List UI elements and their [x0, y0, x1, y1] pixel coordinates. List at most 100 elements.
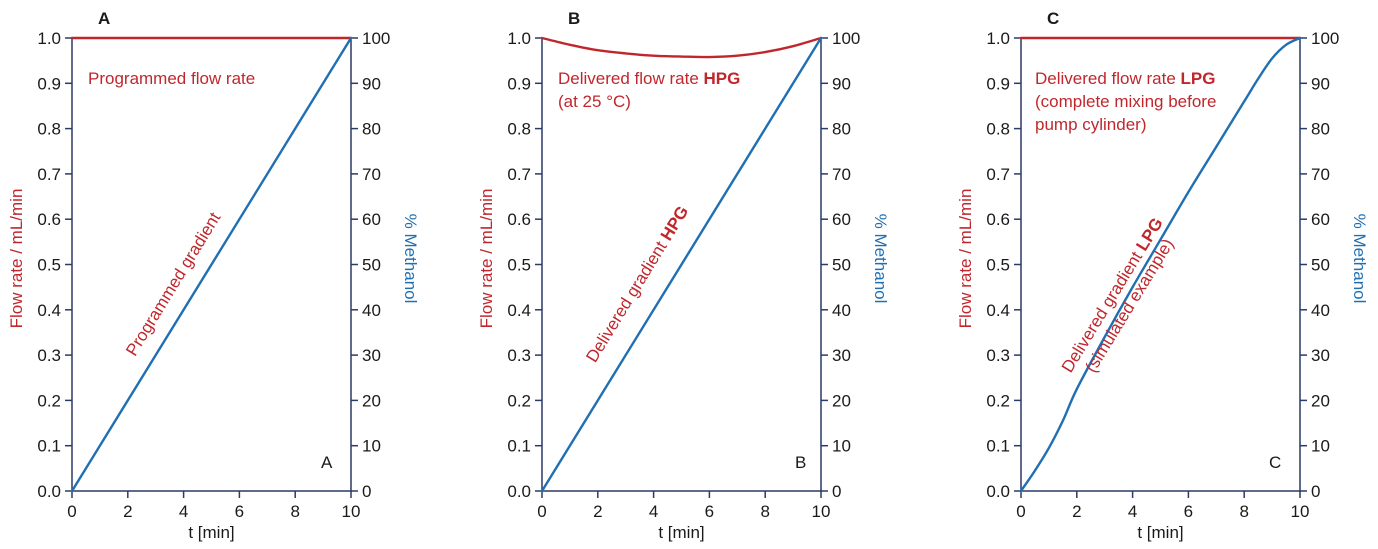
y-right-tick-label: 20 [362, 391, 381, 410]
y-right-tick-label: 10 [832, 437, 851, 456]
methanol-gradient-line [70, 36, 353, 493]
gradient-annotation: Delivered gradient LPG(simulated example… [1058, 214, 1178, 375]
y-left-tick-label: 0.5 [986, 256, 1010, 275]
gradient-annotation: Delivered gradient HPG [582, 203, 692, 366]
y-right-tick-label: 70 [1311, 165, 1330, 184]
y-left-tick-label: 1.0 [507, 29, 531, 48]
y-right-tick-label: 50 [1311, 256, 1330, 275]
y-left-tick-label: 0.6 [37, 210, 61, 229]
y-left-tick-label: 0.8 [986, 120, 1010, 139]
y-left-tick-label: 0.9 [986, 74, 1010, 93]
y-right-tick-label: 100 [832, 29, 860, 48]
y-left-tick-label: 0.4 [986, 301, 1010, 320]
x-tick-label: 6 [705, 502, 714, 521]
corner-label: A [321, 453, 333, 472]
y-right-tick-label: 80 [362, 120, 381, 139]
y-left-tick-label: 0.8 [37, 120, 61, 139]
x-tick-label: 10 [812, 502, 831, 521]
panel-label: C [1047, 9, 1059, 28]
y-left-tick-label: 0.7 [507, 165, 531, 184]
x-tick-label: 4 [649, 502, 658, 521]
chart-b: B0.00.10.20.30.40.50.60.70.80.91.0010203… [477, 9, 890, 542]
x-tick-label: 10 [342, 502, 361, 521]
flow-rate-annotation: Delivered flow rate HPG [558, 69, 740, 88]
x-tick-label: 6 [235, 502, 244, 521]
x-tick-label: 0 [67, 502, 76, 521]
y-left-tick-label: 0.5 [37, 256, 61, 275]
flow-rate-line [540, 36, 823, 59]
y-right-axis-title: % Methanol [871, 214, 890, 304]
y-right-tick-label: 20 [1311, 391, 1330, 410]
y-right-axis-title: % Methanol [401, 214, 420, 304]
y-right-tick-label: 50 [832, 256, 851, 275]
x-tick-label: 8 [760, 502, 769, 521]
x-tick-label: 8 [290, 502, 299, 521]
y-right-tick-label: 90 [362, 74, 381, 93]
x-tick-label: 0 [537, 502, 546, 521]
y-right-tick-label: 40 [1311, 301, 1330, 320]
y-right-tick-label: 0 [362, 482, 371, 501]
x-tick-label: 2 [1072, 502, 1081, 521]
methanol-gradient-line [1019, 36, 1302, 493]
y-left-tick-label: 0.3 [986, 346, 1010, 365]
y-right-tick-label: 70 [362, 165, 381, 184]
y-left-tick-label: 0.2 [986, 391, 1010, 410]
y-right-tick-label: 60 [1311, 210, 1330, 229]
x-axis-title: t [min] [188, 523, 234, 542]
y-right-tick-label: 30 [832, 346, 851, 365]
y-left-tick-label: 0.7 [986, 165, 1010, 184]
y-right-tick-label: 0 [1311, 482, 1320, 501]
corner-label: B [795, 453, 806, 472]
y-right-tick-label: 80 [832, 120, 851, 139]
x-tick-label: 10 [1291, 502, 1310, 521]
y-right-tick-label: 30 [362, 346, 381, 365]
y-left-tick-label: 0.4 [507, 301, 531, 320]
corner-label: C [1269, 453, 1281, 472]
y-left-tick-label: 0.6 [507, 210, 531, 229]
y-left-tick-label: 0.0 [986, 482, 1010, 501]
y-left-tick-label: 1.0 [986, 29, 1010, 48]
gradient-annotation: Programmed gradient [122, 209, 224, 359]
y-right-tick-label: 90 [1311, 74, 1330, 93]
y-left-tick-label: 0.2 [507, 391, 531, 410]
x-tick-label: 8 [1239, 502, 1248, 521]
y-left-tick-label: 0.5 [507, 256, 531, 275]
x-tick-label: 2 [123, 502, 132, 521]
y-left-tick-label: 0.2 [37, 391, 61, 410]
gradient-annotation-line: Delivered gradient LPG [1058, 214, 1167, 375]
x-axis-title: t [min] [1137, 523, 1183, 542]
y-right-tick-label: 0 [832, 482, 841, 501]
y-left-tick-label: 0.9 [37, 74, 61, 93]
chart-a: A0.00.10.20.30.40.50.60.70.80.91.0010203… [7, 9, 420, 542]
y-left-tick-label: 0.1 [37, 437, 61, 456]
flow-rate-annotation: Programmed flow rate [88, 69, 255, 88]
flow-rate-annotation: (complete mixing before [1035, 92, 1216, 111]
y-right-tick-label: 40 [362, 301, 381, 320]
y-left-tick-label: 0.8 [507, 120, 531, 139]
flow-rate-annotation: pump cylinder) [1035, 115, 1147, 134]
x-axis-title: t [min] [658, 523, 704, 542]
flow-rate-annotation: Delivered flow rate LPG [1035, 69, 1215, 88]
y-right-tick-label: 30 [1311, 346, 1330, 365]
flow-rate-annotation: (at 25 °C) [558, 92, 631, 111]
y-right-tick-label: 40 [832, 301, 851, 320]
y-left-tick-label: 0.1 [986, 437, 1010, 456]
y-right-tick-label: 10 [1311, 437, 1330, 456]
panel-label: A [98, 9, 110, 28]
y-left-tick-label: 0.7 [37, 165, 61, 184]
y-right-tick-label: 80 [1311, 120, 1330, 139]
y-left-tick-label: 0.9 [507, 74, 531, 93]
y-right-tick-label: 100 [362, 29, 390, 48]
y-left-tick-label: 0.4 [37, 301, 61, 320]
y-left-tick-label: 0.3 [507, 346, 531, 365]
x-tick-label: 6 [1184, 502, 1193, 521]
y-left-tick-label: 1.0 [37, 29, 61, 48]
y-left-axis-title: Flow rate / mL/min [477, 189, 496, 329]
y-left-axis-title: Flow rate / mL/min [7, 189, 26, 329]
y-left-tick-label: 0.0 [507, 482, 531, 501]
chart-c: C0.00.10.20.30.40.50.60.70.80.91.0010203… [956, 9, 1369, 542]
methanol-gradient-line [540, 36, 823, 493]
y-left-tick-label: 0.3 [37, 346, 61, 365]
x-tick-label: 0 [1016, 502, 1025, 521]
y-right-tick-label: 60 [832, 210, 851, 229]
